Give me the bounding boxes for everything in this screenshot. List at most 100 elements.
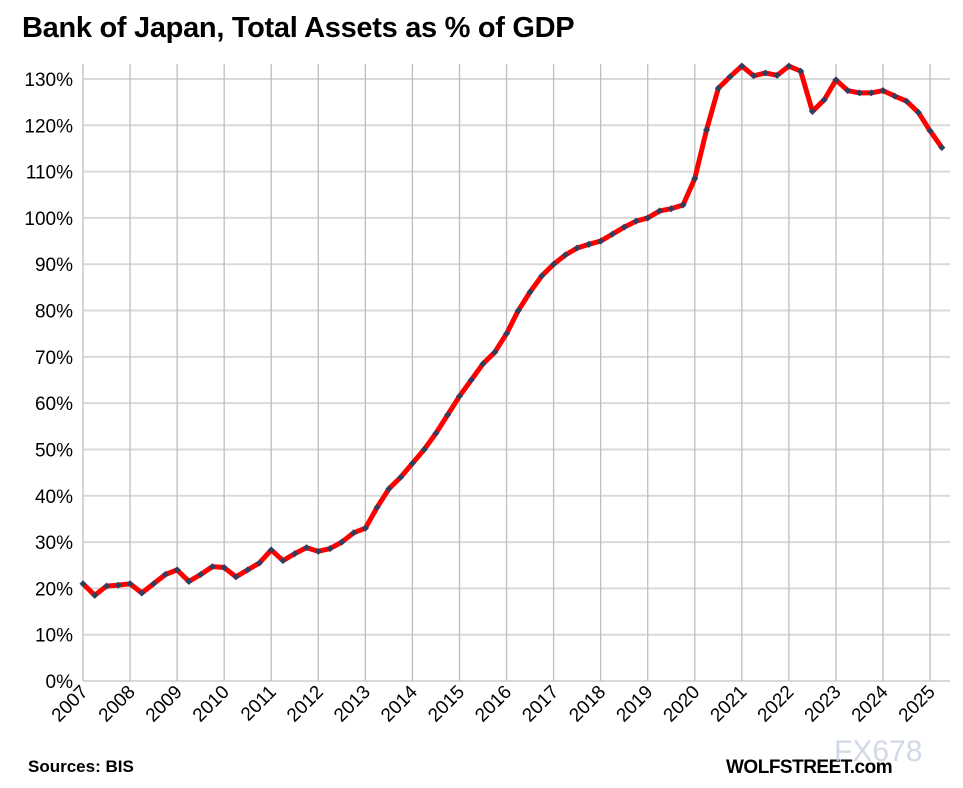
data-point	[608, 230, 616, 238]
data-point	[220, 564, 228, 572]
data-point	[514, 307, 522, 315]
data-point	[926, 127, 934, 135]
data-point	[844, 87, 852, 95]
data-point	[408, 459, 416, 467]
y-tick-label: 70%	[35, 348, 73, 369]
x-tick-label: 2010	[189, 682, 234, 727]
x-tick-label: 2013	[330, 682, 375, 727]
x-tick-label: 2023	[801, 682, 846, 727]
data-point	[726, 73, 734, 81]
data-point	[808, 107, 816, 115]
y-tick-label: 50%	[35, 440, 73, 461]
x-tick-label: 2011	[237, 682, 281, 726]
x-tick-label: 2022	[754, 682, 799, 727]
data-line	[81, 63, 944, 598]
y-tick-label: 120%	[24, 116, 73, 137]
brand-label: WOLFSTREET.com	[726, 757, 893, 778]
x-tick-label: 2016	[471, 682, 516, 727]
x-tick-label: 2009	[142, 682, 187, 727]
data-point	[326, 545, 334, 553]
x-tick-label: 2017	[518, 682, 563, 727]
chart-title: Bank of Japan, Total Assets as % of GDP	[22, 12, 575, 44]
data-point	[479, 360, 487, 368]
data-point	[714, 84, 722, 92]
data-point	[291, 550, 299, 558]
data-point	[161, 570, 169, 579]
data-point	[444, 411, 452, 419]
data-point	[208, 563, 216, 571]
data-point	[114, 581, 122, 589]
data-point	[855, 89, 864, 97]
data-point	[644, 214, 652, 222]
data-point	[467, 376, 475, 384]
data-point	[667, 205, 675, 213]
data-point	[491, 348, 499, 356]
data-point	[538, 272, 546, 280]
data-point	[773, 71, 781, 79]
x-tick-label: 2020	[660, 682, 705, 727]
data-point	[350, 529, 358, 537]
data-point	[914, 108, 922, 116]
data-point	[397, 473, 405, 481]
y-tick-label: 80%	[35, 302, 73, 323]
data-point	[150, 580, 158, 588]
data-point	[903, 97, 911, 105]
x-tick-label: 2025	[895, 682, 940, 727]
data-point	[338, 538, 346, 546]
data-point	[302, 544, 311, 552]
source-note: Sources: BIS	[28, 757, 134, 776]
data-point	[197, 570, 205, 579]
y-tick-label: 90%	[35, 255, 73, 276]
data-point	[185, 577, 193, 585]
data-point	[244, 566, 252, 574]
data-point	[126, 580, 134, 588]
data-point	[138, 589, 146, 597]
x-tick-label: 2014	[377, 681, 422, 726]
data-point	[373, 503, 381, 511]
data-point	[867, 89, 875, 97]
data-point	[503, 330, 511, 338]
data-point	[691, 175, 699, 183]
data-point	[561, 251, 569, 259]
data-point	[703, 126, 711, 134]
data-point	[585, 240, 593, 248]
data-point	[255, 559, 264, 567]
data-point	[173, 566, 181, 574]
data-point	[761, 69, 769, 77]
data-point	[455, 392, 464, 400]
data-point	[361, 524, 369, 532]
data-point	[267, 546, 275, 554]
data-point	[750, 72, 758, 80]
x-tick-label: 2019	[613, 682, 658, 727]
x-tick-label: 2018	[565, 682, 610, 727]
y-tick-label: 110%	[26, 163, 73, 184]
data-point	[279, 557, 287, 565]
data-point	[79, 580, 87, 588]
data-point	[620, 223, 628, 231]
data-point	[314, 547, 322, 555]
data-point	[891, 92, 899, 100]
data-point	[820, 96, 828, 104]
data-point	[420, 445, 428, 453]
y-tick-label: 10%	[35, 626, 73, 647]
data-point	[91, 591, 99, 599]
data-point	[879, 87, 887, 95]
data-point	[573, 244, 581, 252]
x-tick-label: 2015	[424, 682, 469, 727]
data-point	[432, 429, 440, 437]
data-point	[550, 260, 558, 268]
data-point	[797, 67, 805, 75]
data-point	[102, 582, 111, 590]
data-point	[738, 62, 746, 70]
data-point	[785, 62, 793, 70]
y-tick-label: 100%	[24, 209, 73, 230]
data-point	[526, 288, 534, 296]
y-tick-label: 0%	[46, 672, 74, 693]
x-tick-label: 2012	[283, 682, 328, 727]
data-point	[232, 573, 240, 581]
x-tick-label: 2008	[95, 682, 140, 727]
x-tick-label: 2024	[848, 681, 893, 726]
data-point	[655, 207, 664, 215]
y-tick-label: 20%	[35, 579, 73, 600]
